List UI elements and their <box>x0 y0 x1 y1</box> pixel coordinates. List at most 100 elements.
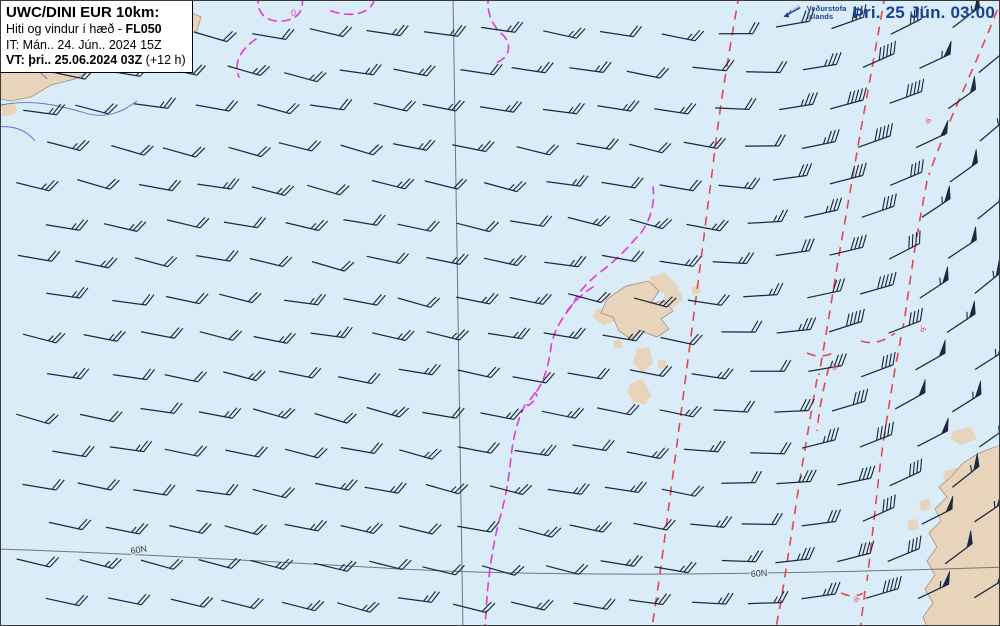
wind-barb <box>683 137 727 150</box>
wind-barb <box>772 163 813 181</box>
wind-barb <box>604 481 647 494</box>
wind-barb <box>310 98 353 111</box>
wind-barb <box>576 138 619 150</box>
wind-barb <box>422 99 465 112</box>
wind-barb <box>166 217 210 229</box>
wind-barb <box>22 478 65 491</box>
wind-barb <box>457 520 500 533</box>
isotherm-cold-4 <box>236 38 257 78</box>
wind-barb <box>572 439 615 452</box>
wind-barb <box>801 427 840 449</box>
wind-barb <box>285 219 329 232</box>
wind-barb <box>481 21 524 33</box>
wind-barb <box>741 512 783 526</box>
wind-barb <box>309 25 353 38</box>
wind-barb <box>683 440 726 453</box>
wind-barb <box>47 139 90 152</box>
wind-barb <box>107 593 151 606</box>
wind-barb <box>105 523 149 535</box>
wind-barb <box>196 250 239 262</box>
wind-barb <box>138 179 182 192</box>
wind-barb <box>512 371 555 384</box>
wind-barb <box>481 564 525 576</box>
wind-barb <box>921 185 951 218</box>
map-label: 0 <box>291 8 296 18</box>
brand-stamp: Veðurstofa Íslands Þri. 25 Jún. 03:00 <box>776 1 999 25</box>
wind-barb <box>569 61 612 74</box>
wind-barb <box>974 349 999 371</box>
wind-barb <box>712 252 755 265</box>
wind-barb <box>509 293 552 305</box>
wind-barb <box>77 479 120 491</box>
wind-barb <box>516 144 560 156</box>
wind-barb <box>744 134 786 147</box>
isotherm-warm-8 <box>860 332 896 344</box>
wind-barb <box>103 220 147 233</box>
wind-barb <box>944 530 973 565</box>
isotherm-cold-10 <box>566 286 594 312</box>
wind-barb <box>830 87 867 110</box>
wind-barb <box>857 122 893 148</box>
wind-barb <box>808 353 847 373</box>
wind-barb <box>546 174 589 187</box>
wind-barb <box>542 102 585 115</box>
wind-barb <box>692 59 735 72</box>
wind-barb <box>541 407 585 419</box>
wind-barb <box>364 482 407 494</box>
wind-barb <box>601 250 645 263</box>
wind-barb <box>252 407 296 419</box>
wind-barb <box>195 100 239 112</box>
wind-barb <box>776 317 817 334</box>
wind-barb <box>889 458 923 487</box>
land-faroe-sandoy <box>633 347 653 373</box>
wind-barb <box>198 407 242 419</box>
wind-barb <box>422 407 465 419</box>
wind-barb <box>16 413 59 425</box>
wind-barb <box>397 296 441 308</box>
isotherm-warm-layer <box>651 1 999 625</box>
wind-barb <box>946 300 976 334</box>
valid-time-offset: (+12 h) <box>142 52 186 67</box>
latitude-label-halo: 60N <box>750 568 767 579</box>
land-faroe-islet1 <box>657 359 667 369</box>
wind-barb <box>747 590 789 605</box>
wind-barb <box>547 483 590 495</box>
wind-barb <box>802 51 842 71</box>
wind-barb <box>196 483 239 496</box>
wind-barb <box>398 363 441 376</box>
land-norway-island6 <box>963 597 981 615</box>
model-title-line: UWC/DINI EUR 10km: <box>6 4 186 22</box>
wind-barb <box>573 598 616 610</box>
wind-barb <box>626 67 670 79</box>
wind-barb <box>112 293 155 306</box>
wind-barb <box>169 522 212 534</box>
wind-barb <box>134 255 178 268</box>
wind-barb <box>567 215 611 227</box>
wind-barb <box>890 159 924 186</box>
land-faroe-west <box>593 307 617 325</box>
wind-barb <box>634 296 677 308</box>
wind-barb <box>889 78 925 104</box>
land-norway-island2 <box>919 499 931 511</box>
wind-barb <box>16 180 59 192</box>
wind-barb <box>252 28 295 41</box>
wind-barb <box>111 144 154 156</box>
wind-barb <box>489 483 533 496</box>
wind-barb <box>343 294 386 306</box>
wind-barb <box>199 329 243 341</box>
wind-barb <box>951 380 982 413</box>
wind-barb <box>399 523 442 535</box>
wind-barb <box>457 366 501 379</box>
wind-barb <box>801 129 840 150</box>
wind-barb <box>75 257 118 269</box>
wind-barb <box>79 410 123 423</box>
wind-barb <box>337 601 380 613</box>
valid-timestamp: Þri. 25 Jún. 03:00 <box>852 3 995 22</box>
wind-barb <box>919 40 952 69</box>
wind-barb <box>633 519 676 531</box>
wind-barb <box>140 327 184 339</box>
wind-barb <box>543 327 586 340</box>
wind-barb <box>721 550 764 563</box>
